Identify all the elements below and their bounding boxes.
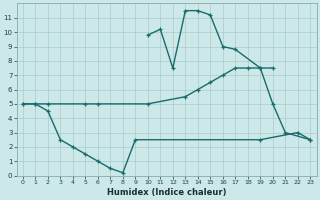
- X-axis label: Humidex (Indice chaleur): Humidex (Indice chaleur): [107, 188, 226, 197]
